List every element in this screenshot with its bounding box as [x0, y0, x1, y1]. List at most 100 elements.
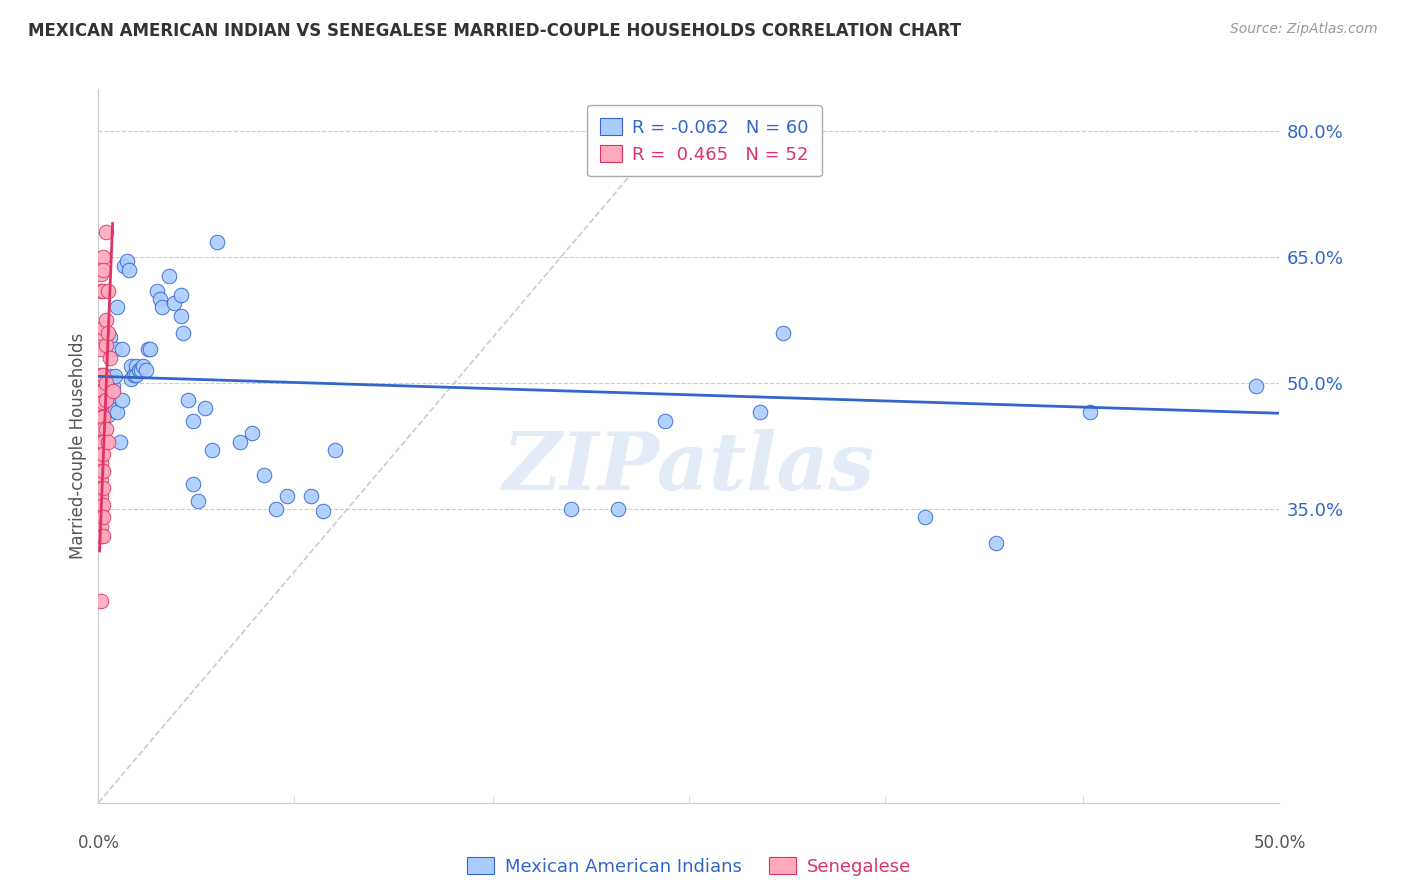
Point — [98, 351, 121, 365]
Point — [98, 394, 121, 409]
Point — [170, 309, 193, 323]
Point — [91, 434, 114, 449]
Point — [984, 535, 1007, 549]
Point — [94, 376, 117, 390]
Point — [90, 384, 112, 399]
Point — [748, 405, 770, 419]
Legend: R = -0.062   N = 60, R =  0.465   N = 52: R = -0.062 N = 60, R = 0.465 N = 52 — [588, 105, 821, 177]
Point — [90, 417, 112, 432]
Point — [276, 489, 298, 503]
Point — [97, 284, 120, 298]
Point — [1080, 405, 1102, 419]
Point — [253, 468, 276, 483]
Point — [90, 447, 112, 461]
Point — [97, 326, 120, 340]
Point — [914, 510, 936, 524]
Point — [654, 414, 676, 428]
Point — [135, 363, 157, 377]
Point — [90, 520, 112, 534]
Point — [94, 225, 117, 239]
Point — [90, 409, 112, 424]
Point — [101, 384, 124, 399]
Point — [90, 434, 112, 449]
Point — [90, 267, 112, 281]
Point — [90, 401, 112, 416]
Y-axis label: Married-couple Households: Married-couple Households — [69, 333, 87, 559]
Point — [125, 359, 148, 374]
Point — [90, 443, 112, 458]
Point — [97, 378, 120, 392]
Point — [90, 529, 112, 543]
Point — [91, 262, 114, 277]
Point — [94, 313, 117, 327]
Point — [90, 343, 112, 357]
Point — [111, 392, 134, 407]
Point — [91, 422, 114, 436]
Point — [122, 368, 145, 382]
Point — [91, 409, 114, 424]
Point — [90, 392, 112, 407]
Point — [128, 363, 150, 377]
Point — [91, 250, 114, 264]
Point — [91, 510, 114, 524]
Point — [139, 343, 162, 357]
Point — [90, 510, 112, 524]
Point — [1244, 378, 1267, 392]
Point — [560, 502, 582, 516]
Point — [181, 414, 204, 428]
Legend: Mexican American Indians, Senegalese: Mexican American Indians, Senegalese — [460, 850, 918, 883]
Point — [97, 434, 120, 449]
Point — [172, 326, 194, 340]
Point — [90, 473, 112, 487]
Point — [240, 426, 263, 441]
Point — [187, 493, 209, 508]
Point — [91, 481, 114, 495]
Point — [105, 405, 128, 419]
Point — [146, 284, 169, 298]
Point — [90, 376, 112, 390]
Point — [104, 369, 127, 384]
Point — [150, 301, 173, 315]
Point — [607, 502, 630, 516]
Point — [101, 378, 124, 392]
Point — [98, 369, 121, 384]
Point — [772, 326, 794, 340]
Point — [90, 464, 112, 478]
Point — [201, 443, 224, 458]
Point — [91, 284, 114, 298]
Point — [299, 489, 322, 503]
Point — [97, 408, 120, 422]
Point — [177, 392, 200, 407]
Point — [121, 359, 143, 374]
Point — [157, 268, 180, 283]
Point — [163, 296, 186, 310]
Point — [101, 403, 124, 417]
Point — [323, 443, 346, 458]
Point — [90, 456, 112, 470]
Text: 50.0%: 50.0% — [1253, 834, 1306, 852]
Point — [90, 502, 112, 516]
Point — [91, 394, 114, 409]
Point — [94, 422, 117, 436]
Point — [132, 359, 155, 374]
Point — [108, 434, 131, 449]
Text: ZIPatlas: ZIPatlas — [503, 429, 875, 506]
Point — [264, 502, 287, 516]
Point — [181, 476, 204, 491]
Point — [90, 594, 112, 608]
Text: 0.0%: 0.0% — [77, 834, 120, 852]
Point — [91, 321, 114, 335]
Point — [105, 301, 128, 315]
Point — [91, 464, 114, 478]
Point — [112, 259, 135, 273]
Point — [121, 372, 143, 386]
Point — [115, 254, 138, 268]
Point — [90, 326, 112, 340]
Point — [125, 368, 148, 382]
Point — [90, 489, 112, 503]
Point — [91, 529, 114, 543]
Point — [312, 503, 335, 517]
Point — [90, 426, 112, 441]
Point — [111, 343, 134, 357]
Point — [94, 338, 117, 352]
